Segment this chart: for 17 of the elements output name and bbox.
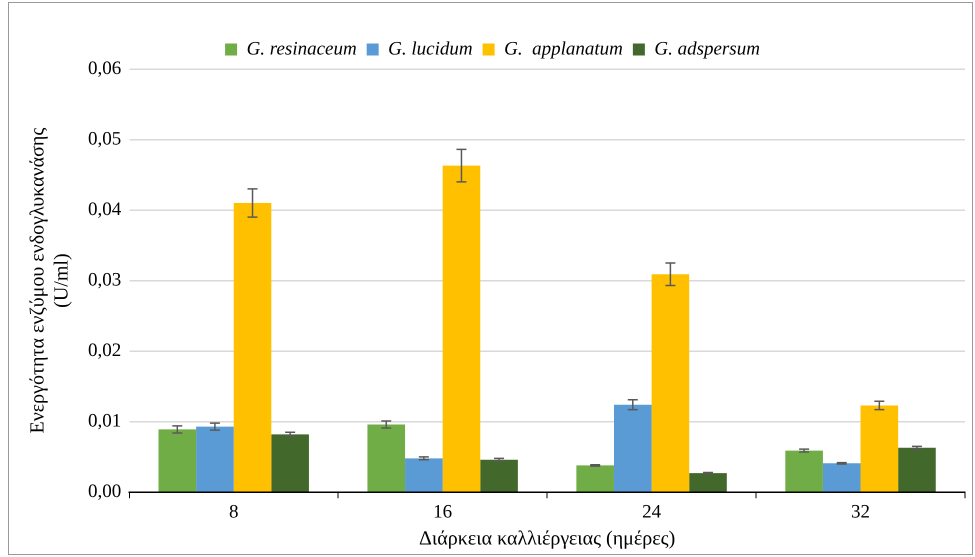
y-tick-label: 0,00 — [88, 481, 122, 502]
legend-label: G. resinaceum — [246, 38, 357, 60]
y-tick-label: 0,05 — [88, 128, 122, 150]
y-tick-label: 0,01 — [88, 410, 122, 432]
y-tick-label: 0,04 — [88, 199, 122, 220]
y-axis-title: Ενεργότητα ενζύμου ενδογλυκανάσης (U/ml) — [26, 128, 72, 434]
y-tick-label: 0,02 — [88, 340, 122, 362]
legend-label: G. lucidum — [388, 38, 473, 60]
x-tick-label: 16 — [433, 502, 452, 523]
legend-label: G. adspersum — [654, 38, 760, 60]
x-tick-label: 24 — [642, 502, 662, 523]
x-tick-label: 32 — [851, 502, 870, 523]
x-axis-title: Διάρκεια καλλιέργειας (ημέρες) — [419, 527, 676, 550]
y-tick-label: 0,06 — [88, 58, 122, 79]
x-tick-label: 8 — [228, 502, 238, 523]
legend-label: G. applanatum — [504, 38, 623, 60]
y-tick-label: 0,03 — [88, 270, 122, 291]
